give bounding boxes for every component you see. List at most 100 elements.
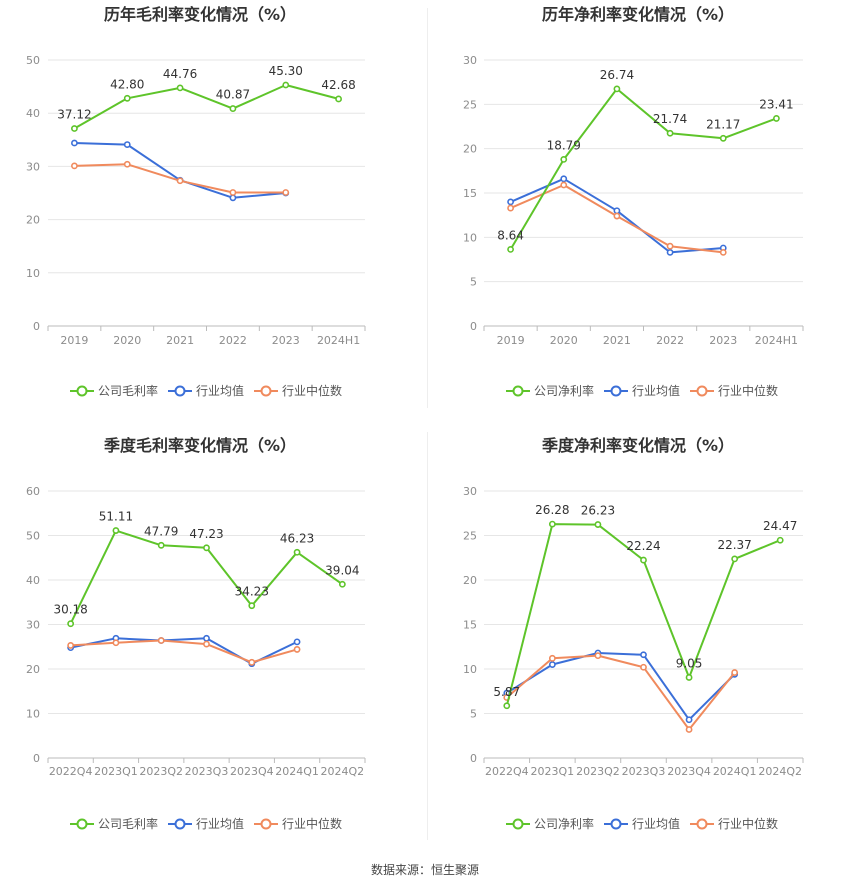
y-tick-label: 25: [463, 530, 477, 543]
chart-title: 季度净利率变化情况（%）: [541, 436, 734, 455]
data-label: 9.05: [676, 656, 703, 670]
series-line-industry_avg: [74, 142, 286, 199]
x-tick-label: 2022Q4: [485, 765, 529, 778]
data-label: 51.11: [99, 510, 133, 524]
x-tick-label: 2023Q4: [667, 765, 711, 778]
legend-item-industry_avg: 行业均值: [604, 383, 680, 398]
data-label: 8.64: [497, 228, 524, 242]
x-tick-label: 2022: [656, 334, 684, 347]
legend-label: 行业中位数: [282, 383, 342, 398]
y-tick-label: 0: [33, 320, 40, 333]
y-tick-label: 10: [463, 231, 477, 244]
chart-title: 历年净利率变化情况（%）: [542, 5, 734, 24]
data-label: 39.04: [325, 563, 359, 577]
legend-label: 行业均值: [196, 383, 244, 398]
x-tick-label: 2023Q1: [94, 765, 138, 778]
data-point-industry_median: [282, 189, 290, 196]
legend-label: 公司毛利率: [98, 383, 158, 398]
legend-item-company: 公司净利率: [506, 816, 594, 831]
x-tick-label: 2020: [113, 334, 141, 347]
y-tick-label: 50: [26, 530, 40, 543]
x-tick-label: 2023Q2: [139, 765, 183, 778]
data-point-company: [560, 155, 568, 163]
data-label: 40.87: [216, 88, 250, 102]
legend-label: 公司净利率: [534, 383, 594, 398]
x-tick-label: 2024H1: [317, 334, 360, 347]
y-tick-label: 5: [470, 276, 477, 289]
data-point-company: [507, 245, 514, 253]
data-point-company: [67, 620, 75, 628]
y-tick-label: 50: [26, 54, 40, 67]
legend-label: 行业均值: [632, 816, 680, 831]
legend-label: 公司净利率: [534, 816, 594, 831]
data-point-company: [123, 94, 131, 102]
y-tick-label: 20: [463, 143, 477, 156]
x-tick-label: 2023Q3: [185, 765, 229, 778]
data-point-industry_avg: [123, 141, 131, 148]
legend-item-industry_median: 行业中位数: [254, 816, 342, 831]
data-label: 21.74: [653, 112, 687, 126]
data-point-industry_median: [507, 204, 514, 212]
x-tick-label: 2024H1: [755, 334, 798, 347]
x-tick-label: 2023: [709, 334, 737, 347]
data-label: 47.23: [189, 527, 223, 541]
legend-marker-icon: [76, 818, 88, 830]
x-tick-label: 2023Q1: [531, 765, 575, 778]
data-point-industry_median: [640, 663, 647, 671]
series-line-company: [509, 87, 777, 250]
y-tick-label: 10: [26, 267, 40, 280]
data-label: 21.17: [706, 117, 740, 131]
legend-marker-icon: [696, 385, 708, 397]
data-point-company: [338, 580, 346, 588]
chart-panel-annual-gross: 历年毛利率变化情况（%） 0 10 20 30 40 50 2019 2020 2021 2022 2…: [26, 5, 366, 398]
series-line-industry_median: [70, 639, 298, 664]
data-point-company: [773, 115, 780, 122]
x-tick-label: 2023Q3: [622, 765, 666, 778]
data-point-company: [731, 555, 739, 563]
data-label: 26.74: [600, 68, 634, 82]
data-point-industry_avg: [229, 194, 237, 202]
data-label: 42.68: [321, 78, 355, 92]
data-label: 26.28: [535, 503, 569, 517]
legend-marker-icon: [76, 385, 88, 397]
legend-item-industry_median: 行业中位数: [254, 383, 342, 398]
legend-label: 行业均值: [196, 816, 244, 831]
legend-marker-icon: [174, 818, 186, 830]
x-tick-label: 2024Q1: [713, 765, 757, 778]
data-point-company: [335, 95, 342, 103]
data-label: 23.41: [759, 97, 793, 111]
x-tick-label: 2021: [603, 334, 631, 347]
data-label: 45.30: [269, 64, 303, 78]
data-source-note: 数据来源：恒生聚源: [370, 863, 479, 877]
data-point-industry_median: [123, 160, 131, 168]
x-tick-label: 2023Q4: [230, 765, 274, 778]
y-tick-label: 0: [33, 752, 40, 765]
y-tick-label: 10: [26, 708, 40, 721]
data-point-industry_median: [112, 639, 120, 647]
y-tick-label: 0: [470, 320, 477, 333]
data-point-company: [594, 521, 602, 528]
x-tick-label: 2024Q1: [275, 765, 319, 778]
x-tick-label: 2023Q2: [576, 765, 620, 778]
data-point-industry_median: [67, 642, 75, 649]
data-label: 37.12: [57, 108, 91, 122]
legend-item-company: 公司净利率: [506, 383, 594, 398]
data-point-industry_median: [203, 640, 210, 648]
data-point-industry_median: [560, 181, 568, 189]
data-point-industry_avg: [666, 249, 674, 256]
data-point-industry_avg: [203, 634, 210, 642]
data-point-company: [248, 602, 256, 610]
data-point-company: [719, 134, 727, 142]
data-point-industry_median: [248, 658, 256, 666]
y-tick-label: 40: [26, 574, 40, 587]
data-point-industry_median: [157, 637, 165, 644]
data-point-company: [640, 556, 647, 564]
series-line-industry_avg: [506, 652, 736, 721]
chart-panel-annual-net: 历年净利率变化情况（%） 0 5 10 15 20 25 30 2019 2020 2021 2022…: [463, 5, 804, 398]
series-line-company: [73, 84, 339, 130]
data-point-industry_avg: [507, 198, 514, 206]
data-point-industry_median: [293, 646, 301, 653]
legend-marker-icon: [512, 385, 524, 397]
